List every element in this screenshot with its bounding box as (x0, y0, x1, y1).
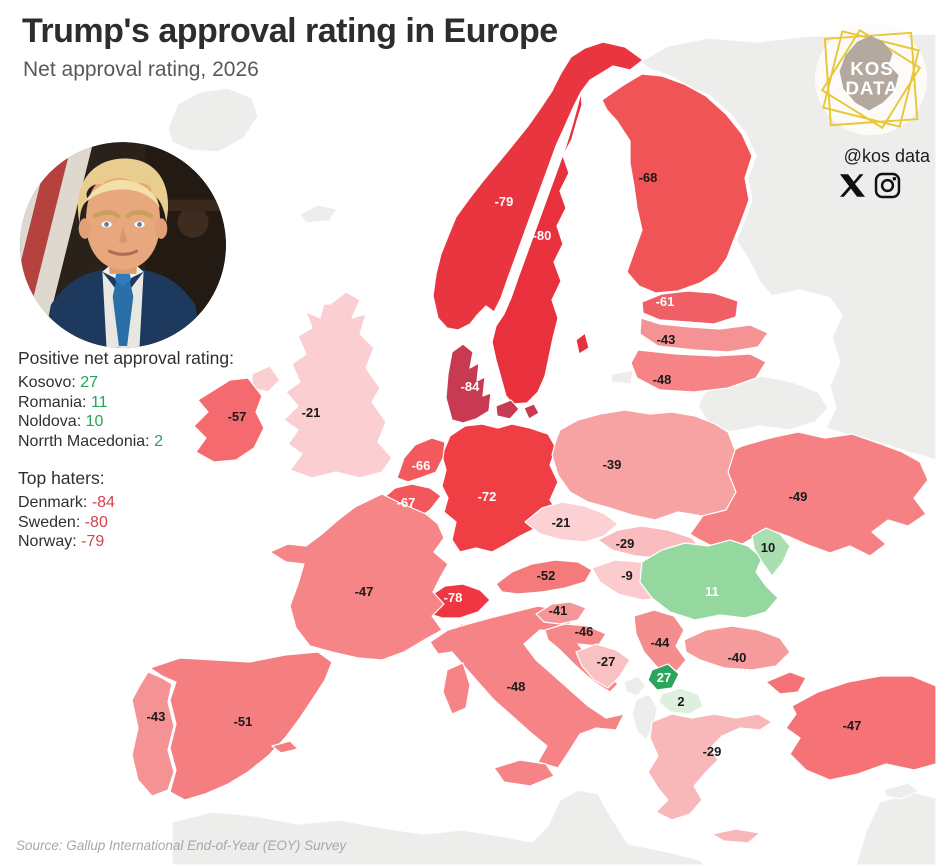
country-norway (432, 41, 644, 331)
map-label-serbia: -44 (651, 635, 671, 650)
map-label-ukraine: -49 (789, 489, 808, 504)
country-romania (639, 539, 779, 621)
instagram-icon (874, 172, 901, 199)
map-label-lithuania: -48 (653, 372, 672, 387)
positive-item-kosovo: Kosovo: 27 (18, 374, 99, 391)
map-label-czechia: -21 (552, 515, 571, 530)
map-label-north-macedonia: 2 (677, 694, 684, 709)
social-handle: @kos data (843, 146, 930, 166)
map-label-ireland: -57 (228, 409, 247, 424)
region-north-africa (171, 789, 706, 865)
country-turkey (765, 671, 936, 781)
country-estonia (641, 290, 739, 325)
country-sweden (491, 91, 583, 405)
map-label-denmark: -84 (461, 379, 481, 394)
logo-text-data: DATA (845, 78, 898, 99)
map-value-labels: -79 -80 -68 -84 -61 -43 -48 -57 -21 -66 … (147, 170, 862, 759)
map-label-italy: -48 (507, 679, 526, 694)
country-montenegro (623, 675, 647, 697)
island-crete (711, 828, 761, 844)
positive-item-romania: Romania: 11 (18, 393, 108, 411)
country-cyprus (883, 782, 920, 800)
map-label-slovakia: -29 (616, 536, 635, 551)
map-label-latvia: -43 (657, 332, 676, 347)
positive-ratings-heading: Positive net approval rating: (18, 348, 234, 368)
country-poland (551, 409, 737, 521)
country-russia (639, 33, 936, 461)
country-north-macedonia (658, 687, 704, 715)
map-label-bosnia: -27 (597, 654, 616, 669)
page-title: Trump's approval rating in Europe (22, 12, 558, 50)
country-greece (647, 713, 773, 821)
positive-item-noldova: Noldova: 10 (18, 413, 104, 430)
map-label-greece: -29 (703, 744, 722, 759)
map-label-switzerland: -78 (444, 590, 463, 605)
map-label-norway: -79 (495, 194, 514, 209)
map-label-spain: -51 (234, 714, 253, 729)
logo-text-kos: KOS (850, 58, 893, 79)
map-label-netherlands: -66 (412, 458, 431, 473)
country-bosnia (575, 643, 631, 689)
country-france (269, 493, 449, 661)
map-label-united-kingdom: -21 (302, 405, 321, 420)
map-label-belgium: -67 (397, 495, 416, 510)
page-subtitle: Net approval rating, 2026 (23, 58, 259, 81)
map-label-croatia: -46 (575, 624, 594, 639)
country-netherlands (396, 437, 446, 483)
map-label-moldova: 10 (761, 540, 775, 555)
x-icon (840, 174, 865, 197)
kosovo-silhouette (839, 35, 899, 111)
country-serbia (633, 609, 687, 673)
map-label-estonia: -61 (656, 294, 675, 309)
country-kosovo (647, 663, 680, 691)
map-label-bulgaria: -40 (728, 650, 747, 665)
trump-portrait-photo (20, 142, 226, 348)
island-balearics (271, 740, 299, 754)
region-middle-east (855, 791, 936, 865)
country-ireland (193, 377, 265, 463)
country-bulgaria (683, 625, 791, 671)
map-label-poland: -39 (603, 457, 622, 472)
map-label-france: -47 (355, 584, 374, 599)
country-lithuania (630, 349, 767, 393)
country-switzerland (423, 583, 491, 619)
map-label-austria: -52 (537, 568, 556, 583)
kos-data-logo: KOS DATA (814, 22, 928, 136)
hater-item-denmark: Denmark: -84 (18, 494, 115, 511)
country-czechia (524, 501, 619, 543)
map-label-sweden: -80 (533, 228, 552, 243)
country-latvia (639, 317, 769, 353)
country-finland (601, 73, 753, 294)
hater-item-sweden: Sweden: -80 (18, 513, 108, 531)
country-kaliningrad (610, 369, 634, 385)
positive-item-north-macedonia: Norrth Macedonia: 2 (18, 432, 163, 450)
country-portugal (131, 671, 175, 797)
map-label-turkey: -47 (843, 718, 862, 733)
annotation-panel: Positive net approval rating: Kosovo: 27… (18, 348, 298, 552)
hater-item-norway: Norway: -79 (18, 533, 105, 550)
map-label-germany: -72 (478, 489, 497, 504)
map-label-kosovo: 27 (657, 670, 671, 685)
map-label-portugal: -43 (147, 709, 166, 724)
country-iceland (167, 87, 259, 153)
social-icons-row (840, 172, 901, 199)
country-moldova (751, 527, 791, 577)
country-italy (429, 605, 625, 769)
top-haters-heading: Top haters: (18, 468, 105, 488)
country-ukraine (689, 431, 929, 557)
map-label-slovenia: -41 (549, 603, 568, 618)
island-sardinia (442, 662, 471, 715)
country-austria (495, 559, 593, 595)
country-faroe-islands (299, 204, 338, 224)
map-label-finland: -68 (639, 170, 658, 185)
island-sicily (493, 759, 555, 787)
map-label-hungary: -9 (621, 568, 633, 583)
country-denmark (445, 343, 540, 424)
source-note: Source: Gallup International End-of-Year… (16, 838, 347, 853)
country-spain (149, 651, 333, 801)
island-gotland (575, 332, 590, 355)
country-slovenia (535, 601, 587, 625)
map-label-romania: 11 (705, 584, 719, 599)
